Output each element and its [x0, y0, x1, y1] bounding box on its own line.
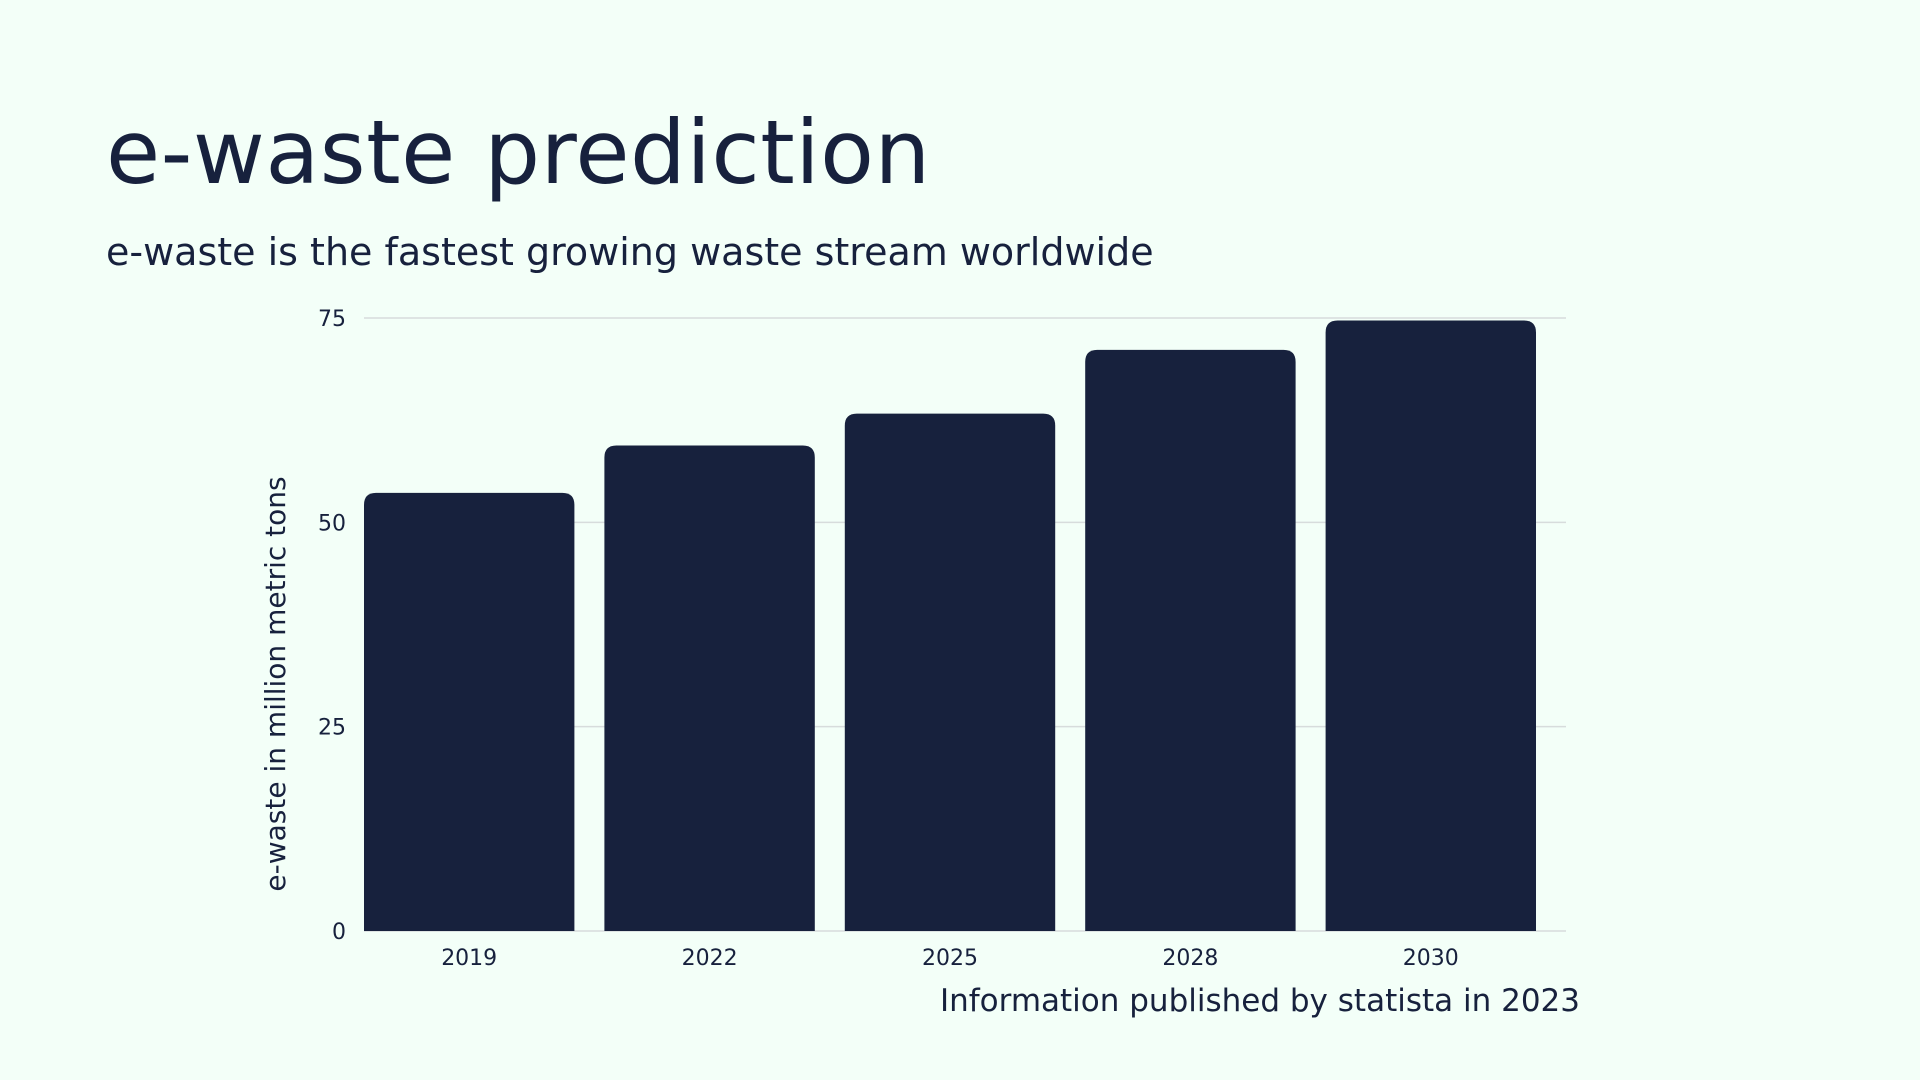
y-tick-label-75: 75	[318, 307, 346, 332]
x-axis-ticks: 2019 2022 2025 2028 2030	[441, 946, 1459, 971]
source-note: Information published by statista in 202…	[939, 983, 1580, 1019]
x-tick-label-2025: 2025	[922, 946, 978, 971]
y-axis-title: e-waste in million metric tons	[259, 476, 292, 892]
x-tick-label-2022: 2022	[682, 946, 738, 971]
bars	[364, 320, 1536, 932]
x-tick-label-2030: 2030	[1403, 946, 1459, 971]
x-tick-label-2019: 2019	[441, 946, 497, 971]
bar-2028	[1085, 349, 1296, 932]
page-subtitle: e-waste is the fastest growing waste str…	[106, 230, 1154, 274]
bar-2022	[604, 445, 815, 931]
x-tick-label-2028: 2028	[1162, 946, 1218, 971]
y-tick-label-25: 25	[318, 716, 346, 741]
page-title: e-waste prediction	[106, 101, 931, 204]
y-tick-label-0: 0	[332, 920, 346, 945]
bar-2030	[1325, 320, 1536, 931]
bar-2025	[844, 413, 1056, 931]
y-tick-label-50: 50	[318, 511, 346, 536]
y-axis-ticks: 0 25 50 75	[318, 307, 346, 945]
bar-2019	[364, 492, 575, 931]
